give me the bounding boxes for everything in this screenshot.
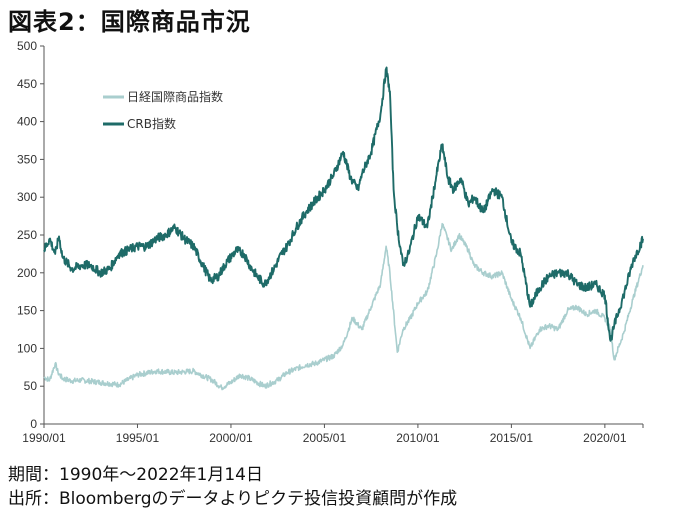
y-tick-label: 0 (30, 417, 37, 431)
x-tick-label: 1995/01 (116, 431, 160, 445)
y-tick-label: 100 (17, 341, 37, 355)
x-tick-label: 2020/01 (583, 431, 627, 445)
x-tick-label: 2010/01 (396, 431, 440, 445)
x-tick-label: 1990/01 (22, 431, 66, 445)
x-tick-label: 2000/01 (209, 431, 253, 445)
y-tick-label: 150 (17, 304, 37, 318)
period-note: 期間：1990年～2022年1月14日 (8, 465, 263, 485)
legend-label: 日経国際商品指数 (127, 89, 223, 104)
y-tick-label: 400 (17, 115, 37, 129)
y-tick-label: 300 (17, 190, 37, 204)
legend-label: CRB指数 (127, 116, 176, 131)
x-tick-label: 2005/01 (303, 431, 347, 445)
y-axis: 0 50 100 150 200 250 300 350 400 450 500 (17, 39, 45, 431)
x-axis: 1990/01 1995/01 2000/01 2005/01 2010/01 2015/… (22, 423, 644, 445)
x-tick-label: 2015/01 (490, 431, 534, 445)
y-tick-label: 500 (17, 39, 37, 53)
series-layer (43, 66, 644, 391)
y-tick-label: 250 (17, 228, 37, 242)
source-note: 出所：Bloombergのデータよりピクテ投信投資顧問が作成 (8, 489, 458, 509)
crb-index-line (43, 66, 644, 342)
y-tick-label: 350 (17, 152, 37, 166)
y-tick-label: 450 (17, 77, 37, 91)
legend: 日経国際商品指数 CRB指数 (103, 89, 223, 131)
y-tick-label: 50 (24, 379, 38, 393)
nikkei-commodity-index-line (43, 222, 644, 391)
chart-title: 図表2：国際商品市況 (8, 8, 251, 36)
y-tick-label: 200 (17, 266, 37, 280)
